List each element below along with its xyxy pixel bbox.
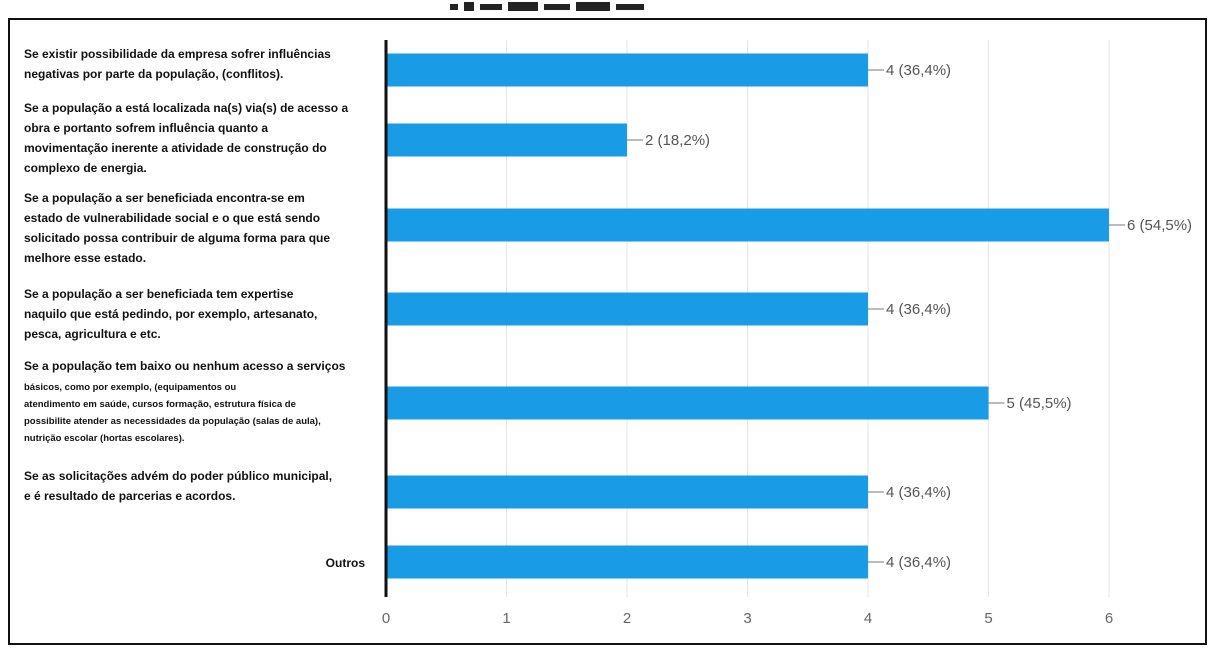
category-label: Se a população tem baixo ou nenhum acess… — [24, 359, 346, 373]
x-tick-label: 2 — [623, 610, 631, 627]
x-tick-label: 1 — [502, 610, 510, 627]
category-label: pesca, agricultura e etc. — [24, 327, 161, 341]
bars — [386, 53, 1109, 579]
data-label: 4 (36,4%) — [886, 554, 951, 571]
category-label: melhore esse estado. — [24, 251, 146, 265]
category-label: movimentação inerente a atividade de con… — [24, 141, 327, 155]
data-label: 6 (54,5%) — [1127, 217, 1192, 234]
category-label: obra e portanto sofrem influência quanto… — [24, 121, 268, 135]
data-label: 4 (36,4%) — [886, 62, 951, 79]
category-label: complexo de energia. — [24, 161, 147, 175]
cropped-title-fragment — [440, 0, 670, 14]
x-tick-label: 3 — [743, 610, 751, 627]
category-label: possibilite atender as necessidades da p… — [24, 416, 321, 427]
bar — [386, 475, 868, 509]
bar — [386, 292, 868, 326]
category-label: básicos, como por exemplo, (equipamentos… — [24, 382, 236, 393]
category-label: solicitado possa contribuir de alguma fo… — [24, 231, 330, 245]
bar — [386, 208, 1109, 242]
data-label: 5 (45,5%) — [1007, 395, 1072, 412]
bar — [386, 123, 627, 157]
bar — [386, 53, 868, 87]
label-connectors — [627, 69, 1125, 563]
category-label: Se a população a ser beneficiada encontr… — [24, 191, 305, 205]
data-label: 2 (18,2%) — [645, 132, 710, 149]
category-label: naquilo que está pedindo, por exemplo, a… — [24, 307, 317, 321]
bar — [386, 386, 989, 420]
bar — [386, 545, 868, 579]
chart-frame — [8, 18, 1207, 645]
category-label: Se a população a ser beneficiada tem exp… — [24, 287, 294, 301]
category-label: Outros — [326, 556, 366, 570]
category-label: atendimento em saúde, cursos formação, e… — [24, 399, 296, 410]
category-label: Se as solicitações advém do poder públic… — [24, 469, 332, 483]
x-tick-label: 6 — [1105, 610, 1113, 627]
x-tick-label: 4 — [864, 610, 872, 627]
category-labels: Se existir possibilidade da empresa sofr… — [24, 47, 365, 570]
category-label: estado de vulnerabilidade social e o que… — [24, 211, 320, 225]
data-label: 4 (36,4%) — [886, 301, 951, 318]
category-label: nutrição escolar (hortas escolares). — [24, 433, 185, 444]
data-labels: 4 (36,4%) 2 (18,2%) 6 (54,5%) 4 (36,4%) 5 (4… — [645, 62, 1192, 571]
x-tick-labels: 0 1 2 3 4 5 6 — [382, 610, 1113, 627]
x-tick-label: 5 — [984, 610, 992, 627]
data-label: 4 (36,4%) — [886, 484, 951, 501]
category-label: Se existir possibilidade da empresa sofr… — [24, 47, 331, 61]
category-label: Se a população a está localizada na(s) v… — [24, 101, 348, 115]
x-tick-label: 0 — [382, 610, 390, 627]
category-label: e é resultado de parcerias e acordos. — [24, 489, 235, 503]
category-label: negativas por parte da população, (confl… — [24, 67, 283, 81]
